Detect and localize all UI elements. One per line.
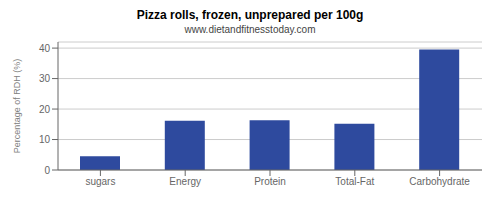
svg-text:Protein: Protein [254, 176, 286, 187]
svg-text:30: 30 [39, 73, 51, 84]
svg-text:Energy: Energy [169, 176, 201, 187]
svg-text:40: 40 [39, 43, 51, 54]
html-text:Pizza rolls, frozen, unprepare: Pizza rolls, frozen, unprepared per 100g [136, 8, 364, 22]
svg-text:Percentage of RDH (%): Percentage of RDH (%) [12, 59, 22, 154]
svg-text:Total-Fat: Total-Fat [335, 176, 374, 187]
html-text:www.dietandfitnesstoday.com: www.dietandfitnesstoday.com [184, 24, 316, 35]
svg-text:Carbohydrate: Carbohydrate [409, 176, 470, 187]
svg-text:10: 10 [39, 134, 51, 145]
svg-text:0: 0 [44, 165, 50, 176]
svg-text:sugars: sugars [85, 176, 115, 187]
svg-text:20: 20 [39, 104, 51, 115]
